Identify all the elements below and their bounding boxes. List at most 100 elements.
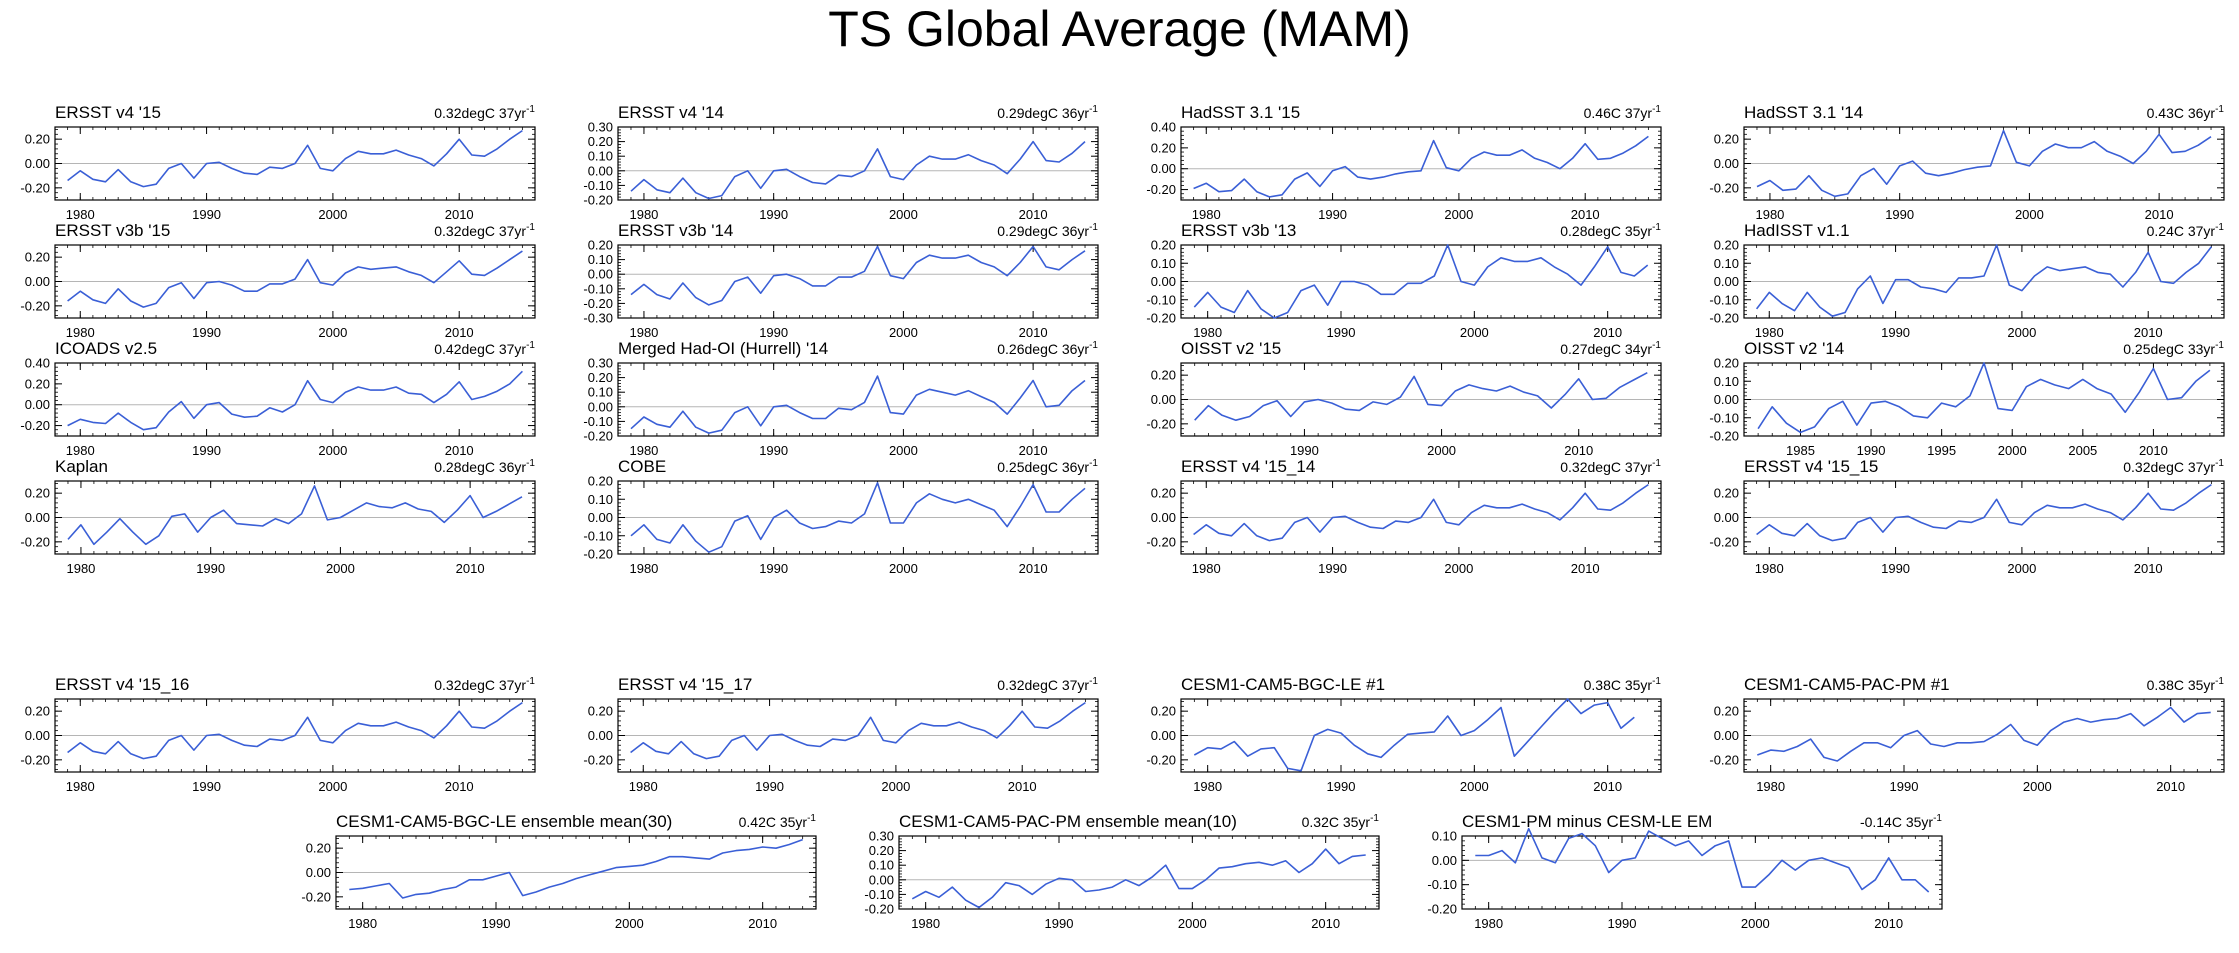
panel-12: -0.20 -0.10 0.00 0.10 0.20 1985 1990 1995 2000 20… <box>1709 339 2225 458</box>
y-tick-label: 0.10 <box>1151 256 1176 271</box>
y-tick-label: 0.30 <box>588 120 613 135</box>
y-tick-label: 0.20 <box>588 474 613 489</box>
x-tick-label: 1980 <box>629 207 658 222</box>
x-tick-label: 2010 <box>1571 561 1600 576</box>
series-line <box>1193 135 1649 198</box>
y-tick-label: 0.20 <box>1714 486 1739 501</box>
x-tick-label: 2010 <box>1564 443 1593 458</box>
x-tick-label: 2010 <box>1874 916 1903 931</box>
panel-title: CESM1-CAM5-PAC-PM #1 <box>1744 675 1950 694</box>
x-tick-label: 2010 <box>1593 325 1622 340</box>
panel-title: ERSST v4 '15 <box>55 103 161 122</box>
series-line <box>630 701 1086 760</box>
panel-title: HadISST v1.1 <box>1744 221 1850 240</box>
trend-value: 0.25degC 33yr <box>2123 341 2215 357</box>
y-tick-label: 0.10 <box>588 149 613 164</box>
trend-value: 0.42degC 37yr <box>434 341 526 357</box>
panel-11: -0.20 0.00 0.20 1990 2000 2010 OISST v2 '15 0.2… <box>1146 339 1662 458</box>
trend-exponent: -1 <box>1089 104 1098 115</box>
x-tick-label: 2010 <box>2156 779 2185 794</box>
y-tick-label: 0.20 <box>1151 704 1176 719</box>
panel-3: -0.20 0.00 0.20 0.40 1980 1990 2000 2010 HadSST … <box>1146 103 1662 222</box>
y-tick-label: 0.00 <box>869 872 894 887</box>
x-tick-label: 1990 <box>1857 443 1886 458</box>
panel-title: HadSST 3.1 '15 <box>1181 103 1300 122</box>
trend-label: 0.25degC 33yr-1 <box>2123 340 2224 357</box>
page-title: TS Global Average (MAM) <box>828 1 1411 57</box>
y-tick-label: -0.20 <box>20 298 50 313</box>
trend-value: 0.25degC 36yr <box>997 459 1089 475</box>
series-line <box>1757 706 2211 762</box>
trend-exponent: -1 <box>1652 458 1661 469</box>
y-tick-label: -0.20 <box>301 889 331 904</box>
series-line <box>911 848 1366 909</box>
plot-frame <box>1461 835 1943 910</box>
trend-value: 0.29degC 36yr <box>997 105 1089 121</box>
y-tick-label: 0.20 <box>306 841 331 856</box>
x-tick-label: 1980 <box>1192 561 1221 576</box>
y-tick-label: 0.20 <box>1151 140 1176 155</box>
y-tick-label: 0.00 <box>588 510 613 525</box>
panel-16: -0.20 0.00 0.20 1980 1990 2000 2010 ERSST v4 '1… <box>1709 457 2225 576</box>
x-tick-label: 2000 <box>2023 779 2052 794</box>
y-tick-label: -0.20 <box>1146 182 1176 197</box>
y-tick-label: 0.20 <box>25 376 50 391</box>
x-tick-label: 2010 <box>1019 561 1048 576</box>
x-tick-label: 2000 <box>1460 325 1489 340</box>
plot-frame <box>54 362 536 437</box>
series-line <box>1475 827 1930 893</box>
y-tick-label: 0.20 <box>1714 132 1739 147</box>
y-tick-label: 0.10 <box>588 385 613 400</box>
y-tick-label: -0.20 <box>20 534 50 549</box>
y-tick-label: 0.10 <box>1714 374 1739 389</box>
y-tick-label: -0.20 <box>20 418 50 433</box>
panel-title: ERSST v3b '14 <box>618 221 733 240</box>
trend-label: 0.46C 37yr-1 <box>1584 104 1662 121</box>
y-tick-label: 0.00 <box>588 267 613 282</box>
panel-9: -0.20 0.00 0.20 0.40 1980 1990 2000 2010 ICOADS … <box>20 339 536 458</box>
trend-value: 0.28degC 35yr <box>1560 223 1652 239</box>
series-line <box>67 250 523 308</box>
y-tick-label: 0.20 <box>25 250 50 265</box>
x-tick-label: 2000 <box>1178 916 1207 931</box>
y-tick-label: -0.20 <box>1709 311 1739 326</box>
series-line <box>67 370 523 431</box>
x-tick-label: 2010 <box>2134 325 2163 340</box>
x-tick-label: 2000 <box>889 325 918 340</box>
y-tick-label: 0.20 <box>25 486 50 501</box>
panel-8: -0.20 -0.10 0.00 0.10 0.20 1980 1990 2000 2010 Ha… <box>1709 221 2225 340</box>
x-tick-label: 1990 <box>192 325 221 340</box>
x-tick-label: 1990 <box>755 779 784 794</box>
series-line <box>1194 371 1648 422</box>
trend-value: 0.43C 36yr <box>2147 105 2216 121</box>
y-tick-label: 0.10 <box>588 252 613 267</box>
panel-title: CESM1-CAM5-PAC-PM ensemble mean(10) <box>899 812 1237 831</box>
series-line <box>630 140 1086 200</box>
x-tick-label: 1980 <box>1756 779 1785 794</box>
trend-exponent: -1 <box>807 813 816 824</box>
panel-13: -0.20 0.00 0.20 1980 1990 2000 2010 Kaplan 0.28d… <box>20 457 536 576</box>
panel-title: Merged Had-OI (Hurrell) '14 <box>618 339 828 358</box>
x-tick-label: 2010 <box>456 561 485 576</box>
y-tick-label: -0.20 <box>20 180 50 195</box>
y-tick-label: -0.20 <box>1427 902 1457 917</box>
y-tick-label: 0.10 <box>869 858 894 873</box>
trend-value: 0.42C 35yr <box>739 814 808 830</box>
series-line <box>67 129 523 188</box>
trend-label: 0.32C 35yr-1 <box>1302 813 1380 830</box>
series-line <box>1756 483 2212 542</box>
x-tick-label: 2010 <box>1019 443 1048 458</box>
y-tick-label: 0.00 <box>588 728 613 743</box>
panel-15: -0.20 0.00 0.20 1980 1990 2000 2010 ERSST v4 '1… <box>1146 457 1662 576</box>
x-tick-label: 2005 <box>2068 443 2097 458</box>
x-tick-label: 2010 <box>1019 207 1048 222</box>
trend-value: 0.24C 37yr <box>2147 223 2216 239</box>
y-tick-label: 0.20 <box>25 132 50 147</box>
trend-value: 0.32degC 37yr <box>997 677 1089 693</box>
trend-exponent: -1 <box>526 340 535 351</box>
x-tick-label: 2000 <box>889 443 918 458</box>
y-tick-label: -0.10 <box>583 414 613 429</box>
trend-label: 0.27degC 34yr-1 <box>1560 340 1661 357</box>
y-tick-label: 0.20 <box>1151 238 1176 253</box>
trend-exponent: -1 <box>2215 222 2224 233</box>
